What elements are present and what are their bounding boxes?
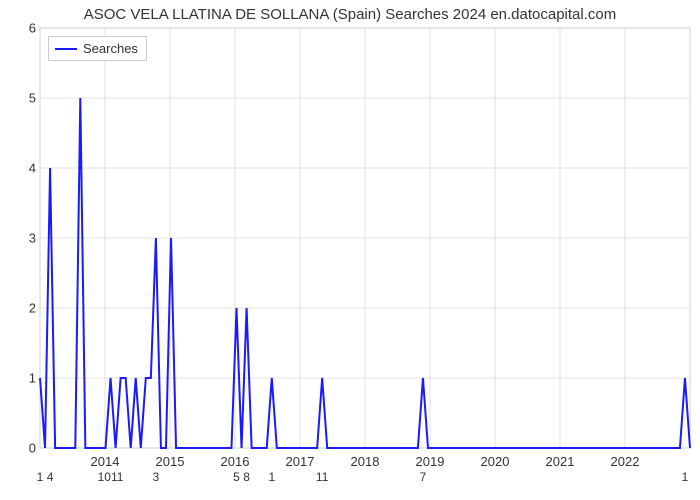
x-value-label: 3 [153, 470, 160, 484]
y-tick-label: 3 [20, 231, 36, 246]
plot-area [40, 28, 690, 448]
x-value-label: 11 [316, 470, 328, 484]
y-tick-label: 2 [20, 301, 36, 316]
x-value-label: 4 [47, 470, 54, 484]
y-tick-label: 6 [20, 21, 36, 36]
chart-container: ASOC VELA LLATINA DE SOLLANA (Spain) Sea… [0, 0, 700, 500]
y-tick-label: 5 [20, 91, 36, 106]
x-year-label: 2021 [546, 454, 575, 469]
x-value-label: 7 [420, 470, 427, 484]
x-value-label: 8 [243, 470, 250, 484]
legend: Searches [48, 36, 147, 61]
x-value-label: 1 [682, 470, 689, 484]
x-year-label: 2020 [481, 454, 510, 469]
legend-label: Searches [83, 41, 138, 56]
x-year-label: 2022 [611, 454, 640, 469]
x-year-label: 2017 [286, 454, 315, 469]
legend-swatch [55, 48, 77, 50]
y-tick-label: 0 [20, 441, 36, 456]
plot-svg [40, 28, 690, 448]
x-year-label: 2014 [91, 454, 120, 469]
chart-title: ASOC VELA LLATINA DE SOLLANA (Spain) Sea… [0, 6, 700, 23]
x-value-label: 5 [233, 470, 240, 484]
y-tick-label: 4 [20, 161, 36, 176]
x-value-label: 1 [37, 470, 44, 484]
x-year-label: 2019 [416, 454, 445, 469]
x-value-label: 1 [268, 470, 275, 484]
x-year-label: 2015 [156, 454, 185, 469]
x-year-label: 2016 [221, 454, 250, 469]
x-value-label: 1011 [98, 470, 124, 484]
x-year-label: 2018 [351, 454, 380, 469]
y-tick-label: 1 [20, 371, 36, 386]
